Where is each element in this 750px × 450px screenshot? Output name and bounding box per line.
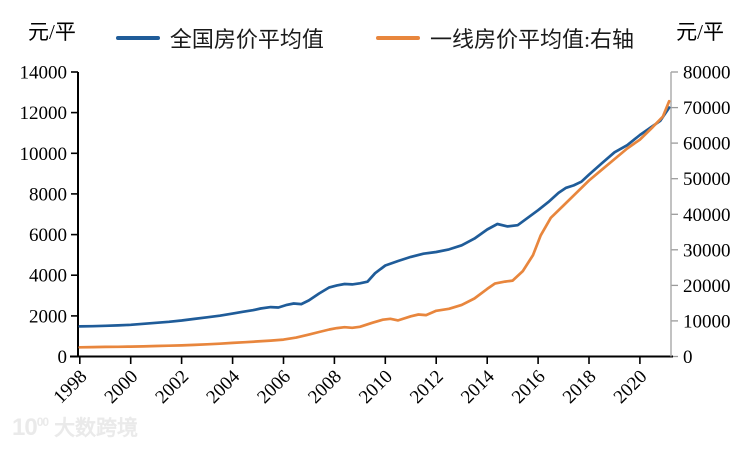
- watermark-text: 大数跨境: [54, 417, 139, 440]
- watermark-logo: 1000: [12, 414, 49, 441]
- svg-text:4000: 4000: [29, 266, 67, 287]
- svg-text:2016: 2016: [508, 366, 550, 408]
- watermark: 1000 大数跨境: [12, 412, 138, 442]
- svg-text:20000: 20000: [683, 276, 731, 297]
- svg-text:40000: 40000: [683, 205, 731, 226]
- svg-text:8000: 8000: [29, 184, 67, 205]
- svg-text:2000: 2000: [29, 306, 67, 327]
- svg-text:12000: 12000: [20, 103, 68, 124]
- svg-text:30000: 30000: [683, 240, 731, 261]
- svg-text:2012: 2012: [406, 366, 448, 408]
- svg-text:2000: 2000: [101, 366, 143, 408]
- legend-line-swatch-tier1: [375, 36, 420, 40]
- legend-item-national: 全国房价平均值: [115, 22, 324, 54]
- svg-text:2006: 2006: [253, 366, 295, 408]
- svg-text:2008: 2008: [304, 366, 346, 408]
- svg-text:2020: 2020: [610, 366, 652, 408]
- legend: 全国房价平均值 一线房价平均值:右轴: [75, 24, 675, 52]
- svg-text:2004: 2004: [202, 366, 244, 408]
- svg-text:50000: 50000: [683, 169, 731, 190]
- legend-label-tier1: 一线房价平均值:右轴: [429, 27, 635, 52]
- left-axis-unit-label: 元/平: [28, 20, 76, 44]
- svg-text:2018: 2018: [559, 366, 601, 408]
- legend-line-swatch-national: [115, 36, 160, 40]
- svg-text:14000: 14000: [20, 63, 68, 84]
- svg-text:60000: 60000: [683, 134, 731, 155]
- svg-text:2002: 2002: [151, 366, 193, 408]
- svg-text:6000: 6000: [29, 225, 67, 246]
- svg-text:10000: 10000: [683, 311, 731, 332]
- svg-text:80000: 80000: [683, 63, 731, 84]
- legend-label-national: 全国房价平均值: [169, 27, 324, 52]
- svg-text:2014: 2014: [457, 366, 499, 408]
- svg-text:0: 0: [683, 347, 693, 368]
- svg-text:1998: 1998: [50, 366, 92, 408]
- svg-text:0: 0: [58, 347, 68, 368]
- legend-item-tier1: 一线房价平均值:右轴: [375, 22, 635, 54]
- right-axis-unit-label: 元/平: [676, 20, 724, 44]
- svg-text:10000: 10000: [20, 144, 68, 165]
- svg-text:70000: 70000: [683, 98, 731, 119]
- svg-text:2010: 2010: [355, 366, 397, 408]
